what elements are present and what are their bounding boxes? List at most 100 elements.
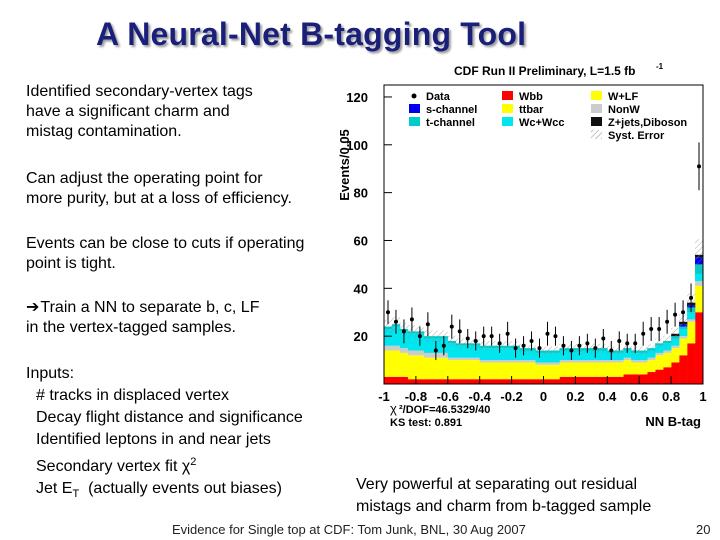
data-point: [401, 329, 406, 334]
bar-w-lf: [471, 360, 480, 373]
bar-wbb: [663, 367, 672, 384]
bar-wc-wcc: [407, 333, 417, 351]
bar-non-w: [503, 360, 512, 363]
arrow-icon: ➔: [26, 299, 40, 316]
bar-non-w: [647, 357, 656, 361]
data-point: [673, 312, 678, 317]
data-point: [577, 343, 582, 348]
x-tick-label: 1: [699, 389, 706, 404]
legend-label: s-channel: [426, 104, 477, 116]
data-point: [425, 322, 430, 327]
bar-ttbar: [655, 360, 664, 370]
data-point: [409, 317, 414, 322]
bar-w-lf: [647, 360, 656, 365]
bar-ttbar: [415, 372, 425, 380]
data-point: [385, 310, 390, 315]
data-point: [481, 334, 486, 339]
data-point: [617, 338, 622, 343]
bar-wbb: [575, 376, 584, 384]
data-point: [697, 164, 702, 169]
bar-wbb: [463, 379, 473, 384]
bar-ttbar: [583, 369, 592, 377]
legend-swatch-nonw: [591, 104, 602, 113]
bar-wc-wcc: [455, 345, 465, 358]
bar-w-lf: [423, 357, 433, 373]
syst-error-band: [663, 335, 672, 347]
bar-ttbar: [623, 367, 632, 375]
data-point: [641, 331, 646, 336]
bar-ttbar: [551, 372, 560, 380]
syst-error-band: [384, 319, 392, 334]
bar-wc-wcc: [527, 350, 536, 361]
bar-wbb: [511, 379, 520, 384]
bar-wbb: [543, 379, 552, 384]
jet-et-note: (actually events out biases): [88, 480, 282, 497]
chi2-symbol: χ: [390, 401, 397, 416]
bar-ttbar: [463, 372, 473, 380]
bar-wbb: [583, 376, 592, 384]
bar-ttbar: [687, 326, 696, 344]
data-point: [537, 346, 542, 351]
data-point: [457, 329, 462, 334]
bar-non-w: [591, 360, 600, 363]
bar-w-lf: [527, 362, 536, 373]
bar-ttbar: [535, 372, 544, 380]
bar-w-lf: [591, 362, 600, 370]
bar-wbb: [487, 379, 496, 384]
input-item-tracks: # tracks in displaced vertex: [36, 387, 229, 404]
bar-wbb: [615, 376, 624, 384]
y-tick-label: 120: [346, 90, 368, 105]
bar-wc-wcc: [647, 350, 656, 358]
page-number: 20: [696, 522, 711, 537]
legend-swatch-z-jets-diboson: [591, 117, 602, 126]
bar-ttbar: [431, 372, 441, 380]
bar-wc-wcc: [471, 345, 480, 358]
paragraph-contamination: Identified secondary-vertex tags have a …: [26, 83, 253, 140]
x-tick-label: -0.4: [468, 389, 491, 404]
bar-non-w: [527, 360, 536, 363]
syst-error-band: [647, 343, 656, 353]
bar-non-w: [535, 362, 544, 365]
data-point: [513, 346, 518, 351]
data-point: [497, 341, 502, 346]
syst-error-band: [431, 330, 440, 342]
bar-wc-wcc: [391, 326, 401, 346]
bar-wc-wcc: [583, 350, 592, 361]
slide-title: A Neural-Net B-tagging Tool: [96, 16, 527, 52]
bar-ttbar: [384, 369, 393, 377]
data-point: [545, 331, 550, 336]
data-point: [625, 341, 630, 346]
bar-wbb: [407, 379, 417, 384]
bar-ttbar: [631, 367, 640, 375]
syst-error-band: [551, 346, 560, 355]
bar-w-lf: [431, 357, 441, 373]
bar-wbb: [559, 376, 568, 384]
bar-ttbar: [423, 372, 433, 380]
bar-w-lf: [439, 357, 449, 373]
jet-t-subscript: T: [72, 488, 80, 501]
x-tick-label: -0.6: [437, 389, 459, 404]
chi-superscript: 2: [190, 456, 197, 468]
bar-wbb: [439, 379, 449, 384]
bar-wbb: [399, 376, 409, 384]
bar-non-w: [663, 350, 672, 353]
bar-wc-wcc: [631, 352, 640, 361]
bar-wc-wcc: [495, 348, 504, 361]
bar-non-w: [423, 352, 433, 358]
bar-w-lf: [623, 360, 632, 368]
bar-w-lf: [463, 360, 473, 373]
bar-ttbar: [639, 367, 648, 375]
bar-non-w: [687, 319, 696, 322]
bar-non-w: [447, 357, 457, 361]
legend-swatch-wbb: [502, 91, 513, 100]
bar-wbb: [415, 379, 425, 384]
syst-error-band: [439, 330, 448, 342]
legend-label: Wbb: [519, 91, 543, 103]
bar-wbb: [639, 374, 648, 384]
bar-w-lf: [551, 364, 560, 373]
legend-swatch-syst-error: [591, 130, 602, 139]
bar-ttbar: [671, 352, 680, 363]
bar-non-w: [407, 350, 417, 356]
bar-wbb: [599, 376, 608, 384]
x-tick-label: -1: [378, 389, 390, 404]
